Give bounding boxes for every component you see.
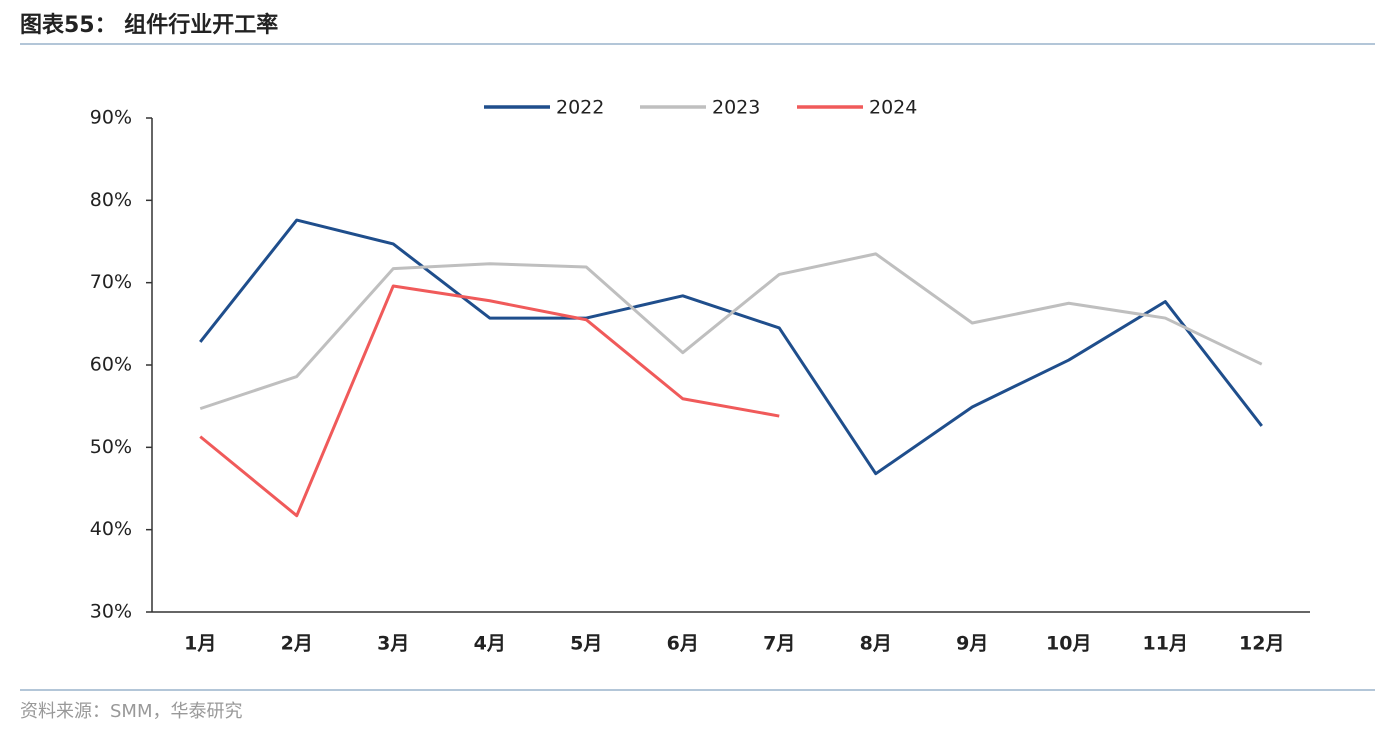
legend-label: 2022	[556, 97, 604, 119]
x-tick-label: 2月	[281, 633, 313, 655]
x-tick-label: 6月	[667, 633, 699, 655]
y-tick-label: 50%	[90, 436, 132, 458]
x-tick-label: 9月	[956, 633, 988, 655]
y-tick-label: 60%	[90, 354, 132, 376]
x-tick-label: 11月	[1143, 633, 1188, 655]
series-line	[199, 218, 1263, 476]
x-tick-label: 10月	[1046, 633, 1091, 655]
x-tick-label: 12月	[1239, 633, 1284, 655]
y-tick-label: 80%	[90, 189, 132, 211]
y-tick-label: 90%	[90, 107, 132, 129]
x-tick-label: 4月	[474, 633, 506, 655]
series-line	[199, 252, 1263, 411]
x-tick-label: 5月	[570, 633, 602, 655]
x-tick-label: 8月	[860, 633, 892, 655]
legend-label: 2023	[712, 97, 760, 119]
series-line	[199, 284, 780, 518]
chart-title: 图表55： 组件行业开工率	[20, 12, 278, 38]
source-note: 资料来源：SMM，华泰研究	[20, 701, 243, 722]
y-tick-label: 40%	[90, 518, 132, 540]
x-tick-label: 3月	[377, 633, 409, 655]
x-tick-label: 7月	[763, 633, 795, 655]
legend-label: 2024	[869, 97, 917, 119]
y-tick-label: 70%	[90, 271, 132, 293]
x-tick-label: 1月	[184, 633, 216, 655]
y-tick-label: 30%	[90, 601, 132, 623]
